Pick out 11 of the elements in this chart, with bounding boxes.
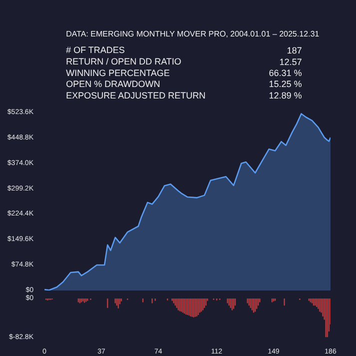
text: 15.25 % [268,79,302,90]
text: 12.89 % [268,90,302,101]
text: OPEN % DRAWDOWN [66,79,160,90]
text: 187 [286,46,302,56]
text: EXPOSURE ADJUSTED RETURN [66,90,206,101]
text: WINNING PERCENTAGE [66,68,170,78]
text: 66.31 % [268,68,302,78]
chart-title: DATA: EMERGING MONTHLY MOVER PRO, 2004.01.01 – 2025.12.31 [66,29,320,38]
text: 12.57 [279,57,302,68]
text: RETURN / OPEN DD RATIO [66,56,182,67]
text: # OF TRADES [66,45,125,56]
